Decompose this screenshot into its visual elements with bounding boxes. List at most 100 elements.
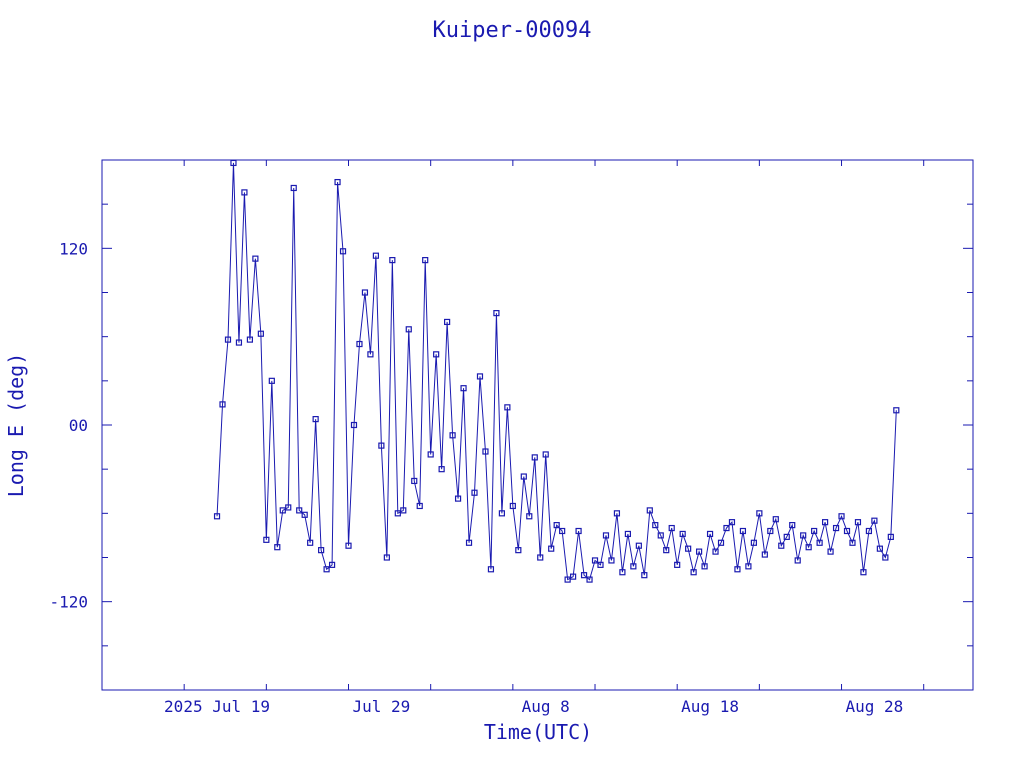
y-axis: 120 00 -120 xyxy=(49,159,973,691)
data-point xyxy=(613,510,621,517)
data-point xyxy=(860,569,867,576)
data-point xyxy=(482,448,489,455)
x-axis-title: Time(UTC) xyxy=(484,720,592,744)
data-point xyxy=(591,557,599,564)
data-point xyxy=(416,502,423,510)
data-point xyxy=(800,532,807,539)
data-point xyxy=(323,566,330,573)
data-point xyxy=(679,530,686,538)
data-point xyxy=(843,527,851,535)
data-point xyxy=(493,310,500,317)
data-point xyxy=(411,477,418,485)
data-point xyxy=(400,507,407,514)
data-point xyxy=(586,576,593,583)
data-point xyxy=(257,330,264,337)
data-point xyxy=(811,527,818,535)
data-point xyxy=(476,373,484,380)
data-point xyxy=(520,473,527,480)
data-point xyxy=(361,289,369,296)
data-point xyxy=(580,572,588,579)
data-point xyxy=(734,566,741,573)
data-point xyxy=(761,551,768,558)
data-point xyxy=(548,545,555,552)
data-point xyxy=(526,513,533,520)
x-axis: 2025 Jul 19 Jul 29 Aug 8 Aug 18 Aug 28 xyxy=(101,160,925,716)
data-point xyxy=(334,178,341,186)
data-point xyxy=(465,539,473,546)
data-point xyxy=(372,252,379,259)
data-point xyxy=(789,522,796,529)
data-point xyxy=(723,524,730,532)
data-point xyxy=(252,255,259,262)
data-point xyxy=(307,539,314,546)
data-point xyxy=(816,539,823,546)
data-point xyxy=(345,542,352,549)
series-longitude xyxy=(213,160,900,583)
x-tick-label: Jul 29 xyxy=(352,697,410,716)
y-tick-label: -120 xyxy=(49,593,88,612)
data-point xyxy=(553,522,560,529)
data-point xyxy=(460,385,467,392)
x-tick-label: 2025 Jul 19 xyxy=(164,697,270,716)
data-point xyxy=(849,539,856,546)
data-point xyxy=(641,572,648,579)
data-point xyxy=(312,416,319,423)
data-point xyxy=(230,160,237,167)
data-point xyxy=(674,561,681,568)
data-point xyxy=(290,184,297,192)
data-point xyxy=(854,519,862,526)
data-point xyxy=(509,502,516,510)
x-tick-label: Aug 28 xyxy=(845,697,903,716)
data-point xyxy=(635,542,642,549)
data-point xyxy=(630,563,637,570)
data-point xyxy=(876,545,883,552)
data-point xyxy=(832,524,840,532)
data-point xyxy=(608,557,615,564)
data-point xyxy=(663,547,670,554)
data-point xyxy=(646,507,653,514)
data-point xyxy=(383,554,390,561)
data-point xyxy=(263,536,270,543)
data-point xyxy=(690,569,697,576)
data-point xyxy=(471,489,478,496)
x-tick-label: Aug 8 xyxy=(522,697,570,716)
data-point xyxy=(405,326,412,333)
y-tick-label: 00 xyxy=(69,416,88,435)
data-point xyxy=(268,377,275,384)
chart-title: Kuiper-00094 xyxy=(433,18,592,43)
data-point xyxy=(756,510,763,517)
plot-frame xyxy=(101,159,974,691)
data-point xyxy=(356,340,363,348)
data-point xyxy=(504,404,511,411)
data-point xyxy=(575,527,582,535)
data-point xyxy=(838,513,845,520)
data-point xyxy=(570,573,577,580)
data-point xyxy=(318,547,325,554)
data-point xyxy=(433,351,440,358)
data-point xyxy=(537,554,544,561)
data-point xyxy=(887,533,894,540)
data-point xyxy=(350,421,358,429)
data-point xyxy=(827,548,834,555)
data-point xyxy=(893,407,900,414)
data-point xyxy=(701,563,708,570)
data-point xyxy=(745,563,752,570)
data-point xyxy=(750,539,757,546)
data-point xyxy=(301,511,308,518)
data-point xyxy=(657,532,664,539)
data-point xyxy=(668,524,675,532)
data-point xyxy=(328,561,336,568)
data-point xyxy=(224,336,232,343)
data-point xyxy=(739,527,747,535)
data-point xyxy=(712,548,719,555)
data-point xyxy=(454,495,462,502)
x-tick-label: Aug 18 xyxy=(681,697,739,716)
series-line xyxy=(216,162,897,581)
data-point xyxy=(772,516,779,523)
data-point xyxy=(794,557,801,564)
data-point xyxy=(285,504,292,511)
data-point xyxy=(427,451,434,458)
data-point xyxy=(444,318,451,326)
data-point xyxy=(882,554,889,561)
